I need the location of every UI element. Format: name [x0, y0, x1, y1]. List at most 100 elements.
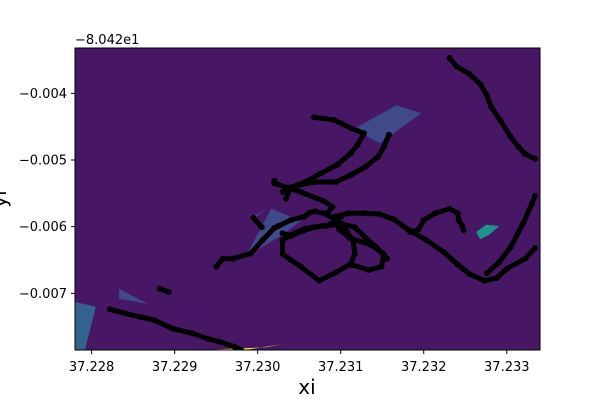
- plot-frame: [74, 47, 541, 351]
- data-point: [407, 229, 414, 235]
- data-point: [339, 221, 346, 227]
- data-point: [354, 142, 361, 149]
- data-point: [311, 179, 318, 185]
- data-point: [229, 255, 236, 262]
- data-point: [466, 71, 473, 77]
- y-tick-label: −0.005: [19, 154, 67, 169]
- trace-line-9: [332, 210, 538, 284]
- contour-region-1: [353, 105, 422, 144]
- data-point: [287, 257, 294, 263]
- data-point: [121, 310, 128, 317]
- data-point: [238, 347, 245, 350]
- data-point: [380, 143, 387, 150]
- x-axis: 37.228 37.229 37.230 37.231 37.232 37.233: [69, 350, 530, 375]
- data-point: [204, 335, 211, 342]
- data-point: [351, 250, 358, 257]
- data-point: [520, 219, 527, 226]
- data-point: [300, 227, 307, 234]
- data-point: [432, 210, 439, 217]
- data-point: [503, 265, 510, 272]
- data-point: [496, 259, 503, 265]
- data-point: [301, 213, 308, 220]
- data-point: [454, 63, 460, 70]
- data-point: [106, 306, 113, 313]
- data-point: [231, 343, 238, 350]
- data-point: [367, 241, 374, 248]
- data-point: [446, 55, 453, 61]
- data-point: [321, 198, 328, 205]
- data-point: [361, 130, 367, 137]
- data-point: [483, 270, 490, 277]
- data-point: [311, 114, 318, 121]
- data-point: [213, 263, 220, 270]
- data-point: [331, 213, 338, 220]
- data-point: [365, 267, 372, 273]
- data-point: [279, 230, 286, 237]
- x-axis-label: xi: [298, 375, 315, 399]
- y-tick-label: −0.006: [19, 220, 67, 235]
- data-point: [165, 289, 172, 295]
- data-point: [375, 211, 382, 217]
- data-point: [346, 235, 353, 241]
- data-point: [390, 216, 397, 223]
- data-point: [532, 245, 538, 251]
- data-point: [507, 133, 514, 139]
- data-point: [420, 217, 427, 223]
- data-point: [348, 171, 355, 178]
- data-point: [347, 150, 354, 157]
- data-point: [440, 249, 447, 255]
- data-point: [455, 217, 462, 223]
- data-point: [477, 81, 484, 87]
- data-point: [348, 261, 355, 268]
- data-point: [483, 92, 490, 99]
- data-point: [336, 226, 343, 233]
- data-point: [306, 209, 313, 216]
- data-point: [282, 195, 289, 202]
- data-point: [311, 224, 318, 231]
- data-point: [415, 226, 422, 233]
- data-point: [363, 235, 370, 242]
- data-point: [532, 193, 538, 199]
- data-point: [488, 103, 494, 110]
- data-point: [275, 223, 282, 229]
- data-point: [507, 243, 514, 250]
- data-point: [316, 277, 323, 284]
- data-point: [259, 237, 266, 243]
- data-point: [493, 275, 500, 281]
- data-point: [250, 215, 257, 221]
- data-point: [347, 125, 354, 131]
- data-point: [532, 155, 538, 162]
- x-tick-label: 37.233: [484, 360, 530, 375]
- data-point: [279, 237, 286, 243]
- data-point: [279, 189, 286, 195]
- data-point: [515, 143, 522, 150]
- plot-background: [75, 48, 540, 350]
- data-point: [528, 201, 535, 207]
- x-tick-label: 37.228: [69, 360, 115, 375]
- data-point: [446, 205, 453, 212]
- y-tick-label: −0.007: [19, 287, 67, 302]
- data-point: [458, 222, 465, 229]
- data-point: [170, 325, 176, 332]
- contour-region-5: [75, 302, 96, 350]
- data-point: [297, 189, 304, 195]
- data-point: [322, 223, 329, 229]
- data-point: [454, 261, 460, 267]
- data-point: [248, 250, 254, 257]
- data-point: [423, 237, 430, 243]
- data-traces: [106, 55, 538, 350]
- data-point: [522, 151, 529, 157]
- y-offset-label: −8.042e1: [75, 33, 139, 48]
- data-point: [258, 224, 265, 231]
- y-axis-label: yi: [0, 190, 11, 207]
- data-point: [295, 182, 302, 189]
- x-tick-label: 37.229: [152, 360, 198, 375]
- x-tick-label: 37.230: [235, 360, 281, 375]
- data-point: [361, 210, 367, 217]
- data-point: [378, 263, 385, 270]
- data-point: [219, 255, 226, 262]
- data-point: [522, 255, 529, 262]
- data-point: [287, 217, 294, 223]
- data-point: [271, 177, 278, 184]
- data-point: [138, 314, 145, 321]
